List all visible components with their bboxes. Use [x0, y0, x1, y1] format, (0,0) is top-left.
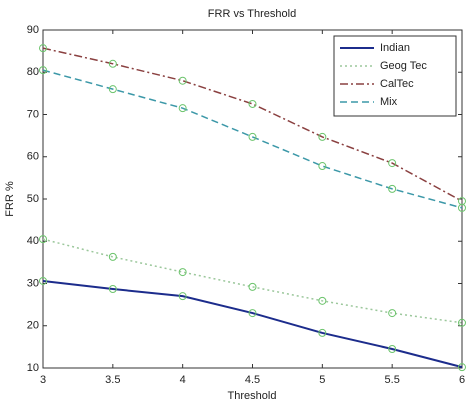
point-marker	[458, 318, 466, 327]
point-marker	[388, 344, 397, 353]
y-tick-label: 50	[27, 193, 39, 205]
point-marker	[318, 328, 327, 337]
point-marker	[248, 309, 257, 318]
chart-title: FRR vs Threshold	[208, 8, 296, 20]
y-tick-label: 20	[27, 320, 39, 332]
point-marker	[39, 235, 47, 244]
point-marker	[388, 159, 397, 168]
point-marker	[458, 203, 466, 212]
point-marker	[388, 309, 397, 318]
point-marker	[108, 59, 117, 68]
series-line	[42, 47, 463, 202]
series-line	[42, 279, 463, 369]
legend-label: Geog Tec	[380, 60, 427, 72]
legend-label: Mix	[380, 96, 398, 108]
point-marker	[248, 132, 257, 141]
legend-label: CalTec	[380, 78, 414, 90]
point-marker	[108, 252, 117, 261]
x-tick-label: 5	[319, 374, 325, 386]
series-line	[42, 238, 463, 324]
x-tick-label: 6	[459, 374, 465, 386]
y-axis-label: FRR %	[4, 181, 16, 217]
x-axis-label: Threshold	[228, 390, 277, 402]
point-marker	[318, 132, 327, 141]
legend-label: Indian	[380, 42, 410, 54]
point-marker	[388, 184, 397, 193]
y-tick-label: 70	[27, 108, 39, 120]
y-tick-label: 80	[27, 66, 39, 78]
point-marker	[39, 44, 47, 53]
point-marker	[248, 99, 257, 108]
point-marker	[178, 104, 187, 113]
point-marker	[178, 292, 187, 301]
point-marker	[39, 66, 47, 75]
y-tick-label: 30	[27, 277, 39, 289]
point-marker	[318, 296, 327, 305]
y-tick-label: 90	[27, 24, 39, 36]
point-marker	[248, 282, 257, 291]
x-tick-label: 4	[180, 374, 186, 386]
series-line	[42, 69, 463, 209]
point-marker	[458, 363, 466, 372]
x-tick-label: 3	[40, 374, 46, 386]
y-tick-label: 40	[27, 235, 39, 247]
point-marker	[318, 162, 327, 171]
point-marker	[108, 284, 117, 293]
x-tick-label: 4.5	[245, 374, 260, 386]
point-marker	[108, 85, 117, 94]
x-tick-label: 5.5	[385, 374, 400, 386]
point-marker	[39, 276, 47, 285]
x-tick-label: 3.5	[105, 374, 120, 386]
y-tick-label: 60	[27, 151, 39, 163]
point-marker	[178, 76, 187, 85]
point-marker	[178, 268, 187, 277]
y-tick-label: 10	[27, 362, 39, 374]
